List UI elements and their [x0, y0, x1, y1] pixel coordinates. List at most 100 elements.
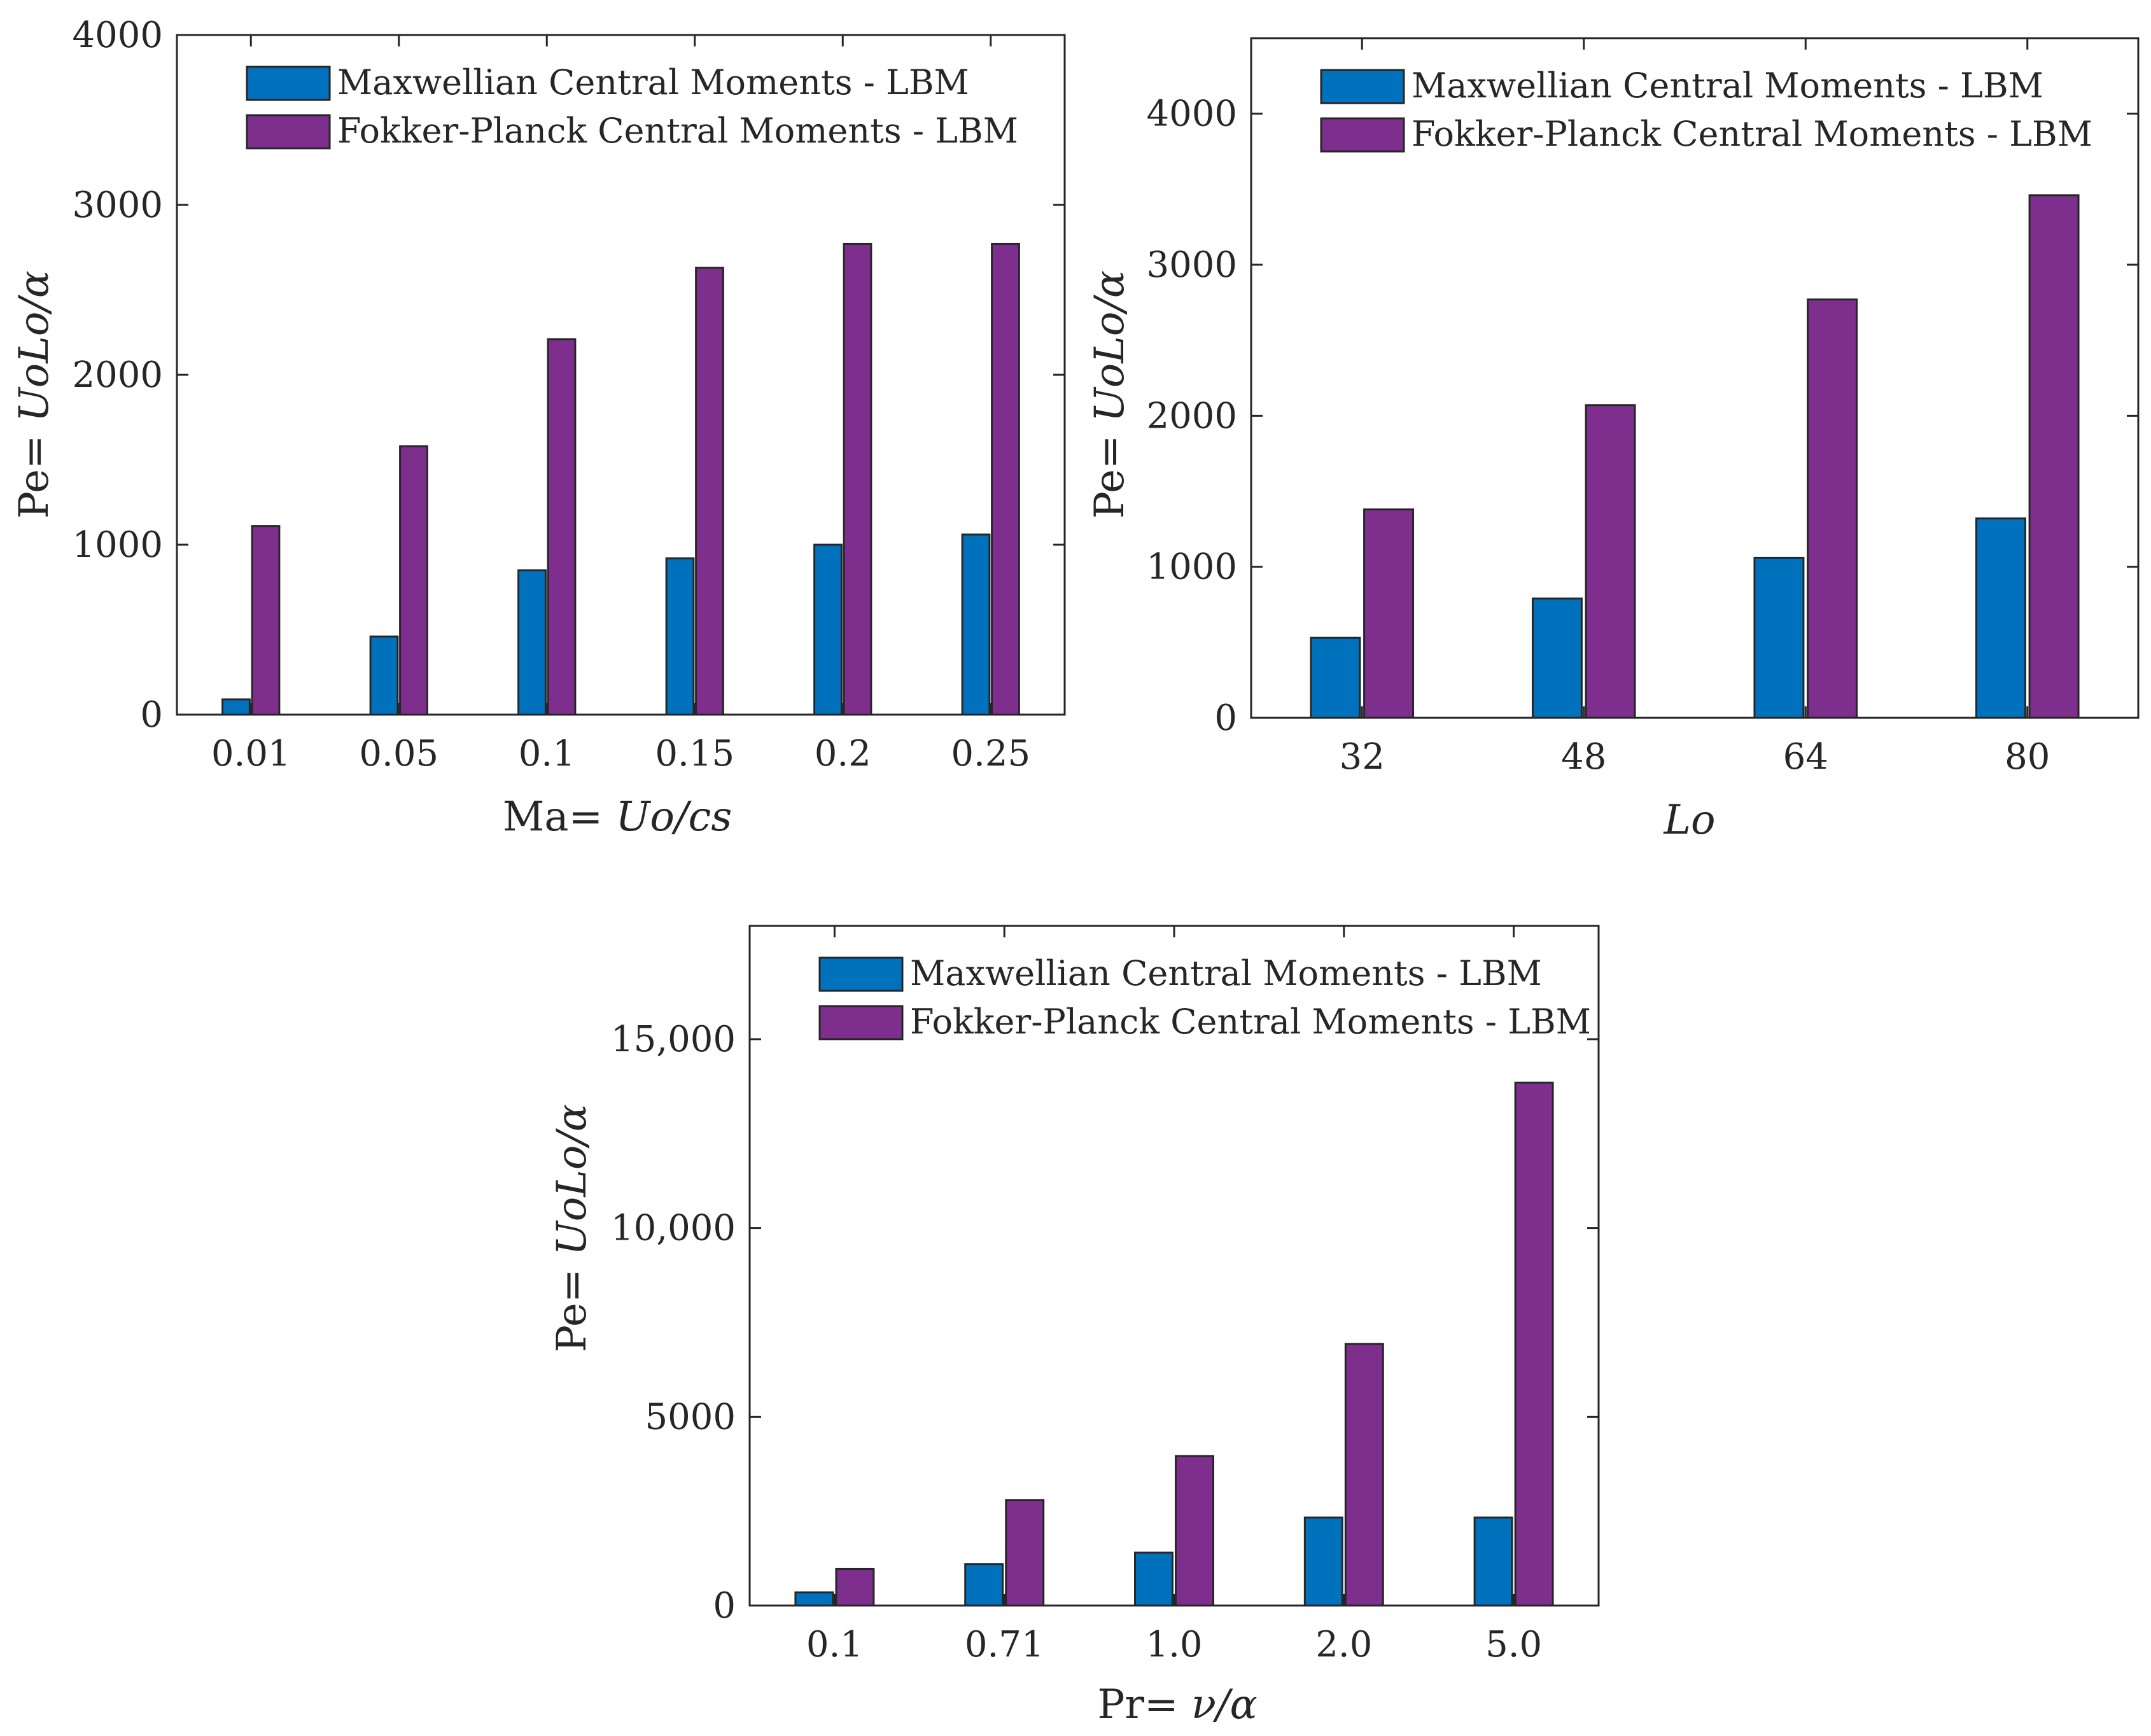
legend: Maxwellian Central Moments - LBM Fokker-P…	[1320, 66, 2092, 154]
x-tick-label: 5.0	[1485, 1624, 1542, 1665]
bar-maxwellian-0.1	[794, 1591, 834, 1607]
axis-ticks: 32 48 64 80 0 1000 2000 3000 4000	[1146, 38, 2138, 778]
y-tick-label: 3000	[1146, 244, 1237, 286]
bar-maxwellian-0.25	[961, 533, 991, 716]
legend: Maxwellian Central Moments - LBM Fokker-P…	[818, 953, 1591, 1042]
y-tick-label: 4000	[72, 15, 163, 56]
chart-pe-vs-lo: 32 48 64 80 0 1000 2000 3000 4000 Maxwellian Cen…	[1086, 37, 2140, 844]
x-tick-label: 0.25	[951, 733, 1030, 774]
bar-maxwellian-80	[1975, 517, 2026, 719]
x-tick-label: 0.2	[815, 733, 871, 774]
y-axis-title-text: Pe=	[1086, 422, 1133, 519]
y-axis-title-text: Pe=	[549, 1256, 596, 1352]
x-tick-label: 0.01	[211, 733, 291, 774]
x-axis-title: Pr= ν/α	[1097, 1681, 1257, 1728]
bar-maxwellian-0.71	[964, 1563, 1004, 1607]
x-tick-label: 1.0	[1146, 1624, 1202, 1665]
chart-bars	[221, 242, 1020, 716]
x-axis-title-text: Ma=	[503, 794, 616, 841]
y-axis-title: Pe= UoLo/α	[549, 1104, 596, 1352]
y-tick-label: 3000	[72, 185, 163, 226]
legend-swatch-maxwellian	[818, 956, 904, 992]
y-axis-title: Pe= UoLo/α	[11, 270, 58, 519]
x-axis-title: Ma= Uo/cs	[503, 794, 732, 841]
x-tick-label: 64	[1783, 736, 1828, 778]
bar-maxwellian-0.01	[221, 698, 251, 716]
bar-fokker-planck-0.05	[399, 445, 428, 716]
chart-pe-vs-ma: 0.01 0.05 0.1 0.15 0.2 0.2501000200030004000 …	[11, 15, 1066, 841]
x-axis-title: Lo	[1663, 797, 1715, 844]
bar-fokker-planck-80	[2028, 194, 2080, 719]
axis-ticks: 0.01 0.05 0.1 0.15 0.2 0.25 0 1000 2000 3000 4000	[72, 15, 1065, 774]
x-tick-label: 0.15	[655, 733, 734, 774]
legend-swatch-fokker-planck	[1320, 117, 1405, 153]
y-tick-label: 1000	[1146, 547, 1237, 588]
x-tick-label: 48	[1561, 736, 1606, 778]
y-tick-label: 1000	[72, 524, 163, 566]
y-tick-label: 4000	[1146, 94, 1237, 135]
x-axis-title-math: Uo/cs	[615, 794, 732, 841]
x-axis-title-math: Lo	[1663, 797, 1715, 844]
legend-label-maxwellian: Maxwellian Central Moments - LBM	[910, 953, 1542, 993]
legend-swatch-maxwellian	[246, 66, 331, 101]
y-tick-label: 5000	[645, 1396, 736, 1438]
y-tick-label: 10,000	[611, 1208, 736, 1249]
bar-fokker-planck-0.71	[1005, 1499, 1045, 1607]
x-axis-title-text: Pr=	[1097, 1681, 1191, 1728]
bar-maxwellian-64	[1753, 556, 1805, 719]
legend: Maxwellian Central Moments - LBM Fokker-P…	[246, 62, 1018, 151]
bar-fokker-planck-0.1	[547, 338, 577, 716]
y-axis-title-math: UoLo/α	[549, 1104, 596, 1256]
axis-ticks: 0.1 0.71 1.0 2.0 5.0 0 5000 10,000 15,000	[611, 926, 1599, 1665]
y-tick-label: 2000	[1146, 395, 1237, 437]
legend-label-fokker-planck: Fokker-Planck Central Moments - LBM	[1412, 114, 2092, 154]
chart-pe-vs-pr: 0.1 0.71 1.0 2.0 5.0 0 5000 10,000 15,000 Maxwel…	[549, 925, 1600, 1728]
bar-fokker-planck-48	[1585, 404, 1636, 719]
y-axis-title-math: UoLo/α	[1086, 270, 1133, 422]
x-tick-label: 2.0	[1315, 1624, 1372, 1665]
y-tick-label: 15,000	[611, 1019, 736, 1060]
bar-maxwellian-0.05	[369, 635, 399, 716]
bar-fokker-planck-1.0	[1175, 1455, 1214, 1607]
y-axis-title: Pe= UoLo/α	[1086, 270, 1133, 519]
y-tick-label: 0	[140, 694, 163, 736]
bar-fokker-planck-0.2	[843, 242, 872, 716]
bar-maxwellian-0.15	[665, 557, 695, 716]
bar-fokker-planck-0.01	[251, 525, 281, 716]
y-tick-label: 0	[1214, 697, 1237, 739]
y-tick-label: 0	[713, 1585, 736, 1627]
bar-fokker-planck-0.25	[991, 242, 1020, 716]
bar-fokker-planck-0.15	[695, 267, 724, 716]
legend-label-fokker-planck: Fokker-Planck Central Moments - LBM	[910, 1002, 1591, 1042]
bar-maxwellian-0.1	[517, 569, 547, 716]
legend-label-maxwellian: Maxwellian Central Moments - LBM	[337, 62, 969, 102]
bar-fokker-planck-5.0	[1514, 1081, 1554, 1607]
bar-fokker-planck-64	[1807, 298, 1858, 719]
x-tick-label: 80	[2005, 736, 2050, 778]
legend-swatch-maxwellian	[1320, 69, 1405, 104]
legend-label-maxwellian: Maxwellian Central Moments - LBM	[1412, 66, 2043, 106]
legend-label-fokker-planck: Fokker-Planck Central Moments - LBM	[337, 111, 1018, 151]
y-tick-label: 2000	[72, 354, 163, 396]
bar-fokker-planck-2.0	[1344, 1343, 1384, 1607]
bar-maxwellian-32	[1310, 636, 1361, 719]
x-tick-label: 0.1	[806, 1624, 863, 1665]
bar-maxwellian-5.0	[1473, 1516, 1513, 1607]
chart-bars	[1310, 194, 2080, 719]
legend-swatch-fokker-planck	[818, 1005, 904, 1040]
x-tick-label: 32	[1340, 736, 1385, 778]
bar-fokker-planck-0.1	[835, 1567, 875, 1607]
chart-bars	[794, 1081, 1554, 1607]
y-axis-title-math: UoLo/α	[11, 270, 58, 422]
y-axis-title-text: Pe=	[11, 422, 58, 519]
bar-maxwellian-2.0	[1303, 1516, 1343, 1607]
legend-swatch-fokker-planck	[246, 114, 331, 150]
x-tick-label: 0.05	[359, 733, 438, 774]
bar-maxwellian-0.2	[813, 543, 843, 716]
x-axis-title-math: ν/α	[1191, 1681, 1258, 1728]
bar-fokker-planck-32	[1363, 508, 1415, 719]
x-tick-label: 0.71	[965, 1624, 1044, 1665]
x-tick-label: 0.1	[519, 733, 575, 774]
axes-frame	[1250, 37, 2140, 719]
